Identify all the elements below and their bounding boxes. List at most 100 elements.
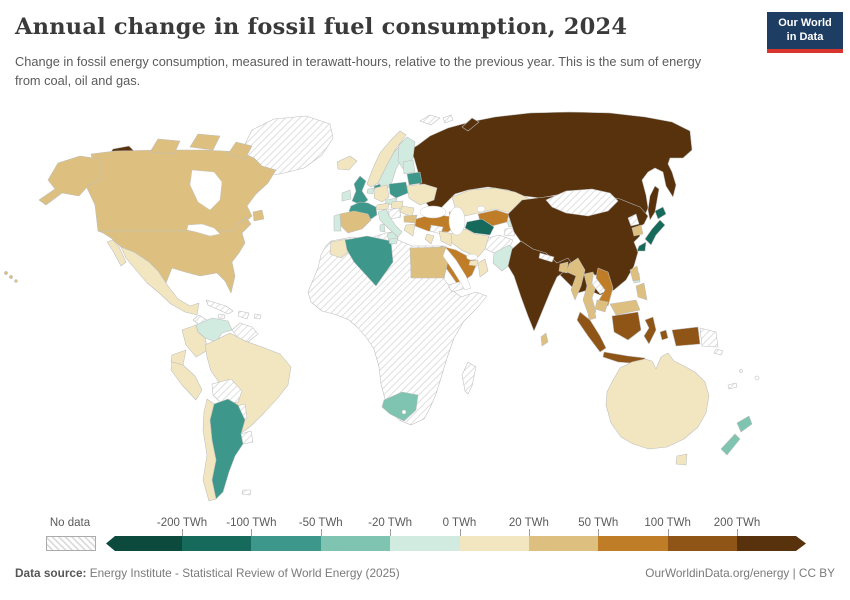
country-tasmania[interactable] bbox=[675, 453, 688, 466]
country-canada-arctic-3[interactable] bbox=[227, 141, 253, 160]
country-indonesia-papua[interactable] bbox=[671, 326, 701, 347]
country-india[interactable] bbox=[507, 240, 573, 332]
country-madagascar[interactable] bbox=[461, 361, 477, 395]
no-data-swatch[interactable] bbox=[46, 536, 96, 551]
country-japan-honshu[interactable] bbox=[644, 219, 666, 246]
legend-color-bar[interactable] bbox=[106, 536, 806, 551]
country-new-zealand-south[interactable] bbox=[720, 433, 741, 456]
country-sakhalin[interactable] bbox=[647, 185, 660, 221]
footer-link[interactable]: OurWorldinData.org/energy | CC BY bbox=[645, 566, 835, 580]
country-greenland[interactable] bbox=[241, 115, 334, 176]
country-egypt[interactable] bbox=[409, 246, 449, 279]
country-svalbard[interactable] bbox=[419, 114, 441, 126]
country-sicily[interactable] bbox=[388, 237, 399, 245]
legend-segment-2[interactable] bbox=[251, 536, 321, 551]
country-myanmar[interactable] bbox=[566, 257, 586, 301]
country-mongolia[interactable] bbox=[545, 188, 619, 217]
country-puerto-rico[interactable] bbox=[253, 313, 262, 320]
country-chile[interactable] bbox=[202, 398, 217, 502]
owid-logo[interactable]: Our World in Data bbox=[767, 12, 843, 53]
country-newfoundland[interactable] bbox=[252, 209, 265, 222]
country-new-zealand-north[interactable] bbox=[736, 415, 753, 433]
country-canada-arctic-2[interactable] bbox=[189, 133, 221, 151]
country-indonesia-kalimantan[interactable] bbox=[611, 311, 642, 341]
country-colombia[interactable] bbox=[181, 324, 209, 358]
country-cambodia[interactable] bbox=[594, 299, 609, 313]
country-malaysia-borneo[interactable] bbox=[609, 299, 641, 316]
legend-segment-7[interactable] bbox=[598, 536, 668, 551]
country-baltic-states[interactable] bbox=[402, 159, 416, 175]
legend-segment-0[interactable] bbox=[106, 536, 182, 551]
country-japan-hokkaido[interactable] bbox=[654, 206, 667, 220]
country-vanuatu[interactable] bbox=[739, 369, 743, 373]
country-uae[interactable] bbox=[468, 259, 479, 267]
country-tajikistan[interactable] bbox=[503, 227, 517, 237]
country-nepal[interactable] bbox=[538, 252, 555, 263]
country-japan-kyushu[interactable] bbox=[636, 241, 647, 252]
country-hawaii-1[interactable] bbox=[4, 271, 8, 275]
legend-segment-1[interactable] bbox=[182, 536, 252, 551]
country-svalbard-east[interactable] bbox=[442, 114, 454, 124]
country-south-korea[interactable] bbox=[631, 224, 644, 237]
country-germany[interactable] bbox=[373, 184, 390, 203]
country-sardinia[interactable] bbox=[379, 223, 386, 233]
country-united-kingdom[interactable] bbox=[351, 175, 369, 206]
country-australia[interactable] bbox=[605, 352, 710, 450]
legend-segment-4[interactable] bbox=[390, 536, 460, 551]
country-africa-other[interactable] bbox=[307, 230, 488, 426]
country-algeria[interactable] bbox=[344, 235, 394, 287]
country-fiji[interactable] bbox=[754, 375, 760, 381]
country-belarus[interactable] bbox=[406, 171, 423, 186]
country-novaya-zemlya[interactable] bbox=[461, 117, 480, 132]
country-cuba[interactable] bbox=[205, 299, 234, 315]
country-bangladesh[interactable] bbox=[558, 261, 569, 274]
country-norway[interactable] bbox=[366, 130, 407, 188]
country-papua-new-guinea[interactable] bbox=[699, 327, 719, 348]
legend-segment-6[interactable] bbox=[528, 536, 599, 551]
country-mexico[interactable] bbox=[120, 246, 200, 316]
country-indonesia-sumatra[interactable] bbox=[576, 311, 607, 353]
country-netherlands[interactable] bbox=[366, 187, 375, 195]
country-italy[interactable] bbox=[377, 208, 403, 238]
country-philippines-mindanao[interactable] bbox=[635, 282, 648, 301]
country-turkmenistan[interactable] bbox=[464, 218, 495, 236]
country-iceland[interactable] bbox=[336, 155, 358, 171]
country-falkland-islands[interactable] bbox=[241, 489, 252, 496]
country-philippines-luzon[interactable] bbox=[629, 265, 641, 282]
country-greece[interactable] bbox=[403, 223, 416, 237]
country-ireland[interactable] bbox=[341, 189, 352, 202]
country-canada-arctic-1[interactable] bbox=[149, 138, 181, 155]
country-argentina[interactable] bbox=[209, 398, 246, 500]
country-portugal[interactable] bbox=[333, 213, 342, 232]
country-finland[interactable] bbox=[397, 136, 416, 171]
country-malaysia-peninsula[interactable] bbox=[586, 303, 597, 321]
country-solomon-islands[interactable] bbox=[713, 348, 724, 356]
country-south-africa[interactable] bbox=[381, 391, 419, 422]
country-bolivia[interactable] bbox=[211, 378, 243, 405]
country-sri-lanka[interactable] bbox=[540, 332, 549, 347]
country-iran[interactable] bbox=[450, 228, 490, 258]
country-poland[interactable] bbox=[388, 181, 409, 199]
country-jamaica[interactable] bbox=[217, 313, 226, 320]
country-bulgaria[interactable] bbox=[403, 214, 418, 224]
country-hawaii-3[interactable] bbox=[14, 279, 18, 283]
country-indonesia-moluccas[interactable] bbox=[659, 329, 669, 341]
country-jordan-israel[interactable] bbox=[424, 233, 435, 245]
country-ukraine[interactable] bbox=[406, 183, 438, 206]
country-north-korea[interactable] bbox=[627, 213, 640, 227]
legend-segment-8[interactable] bbox=[667, 536, 737, 551]
country-hispaniola[interactable] bbox=[237, 310, 250, 320]
country-peru[interactable] bbox=[170, 361, 203, 401]
country-russia[interactable] bbox=[409, 111, 693, 216]
legend-segment-3[interactable] bbox=[320, 536, 391, 551]
country-iraq[interactable] bbox=[438, 230, 454, 247]
country-alaska[interactable] bbox=[38, 155, 101, 206]
country-austria[interactable] bbox=[375, 202, 390, 211]
country-indonesia-sulawesi[interactable] bbox=[643, 316, 657, 345]
country-oman[interactable] bbox=[477, 258, 489, 278]
legend-segment-9[interactable] bbox=[737, 536, 806, 551]
country-hawaii-2[interactable] bbox=[9, 275, 13, 279]
country-baja-california[interactable] bbox=[106, 239, 127, 267]
legend-segment-5[interactable] bbox=[459, 536, 529, 551]
country-new-caledonia[interactable] bbox=[727, 382, 738, 390]
